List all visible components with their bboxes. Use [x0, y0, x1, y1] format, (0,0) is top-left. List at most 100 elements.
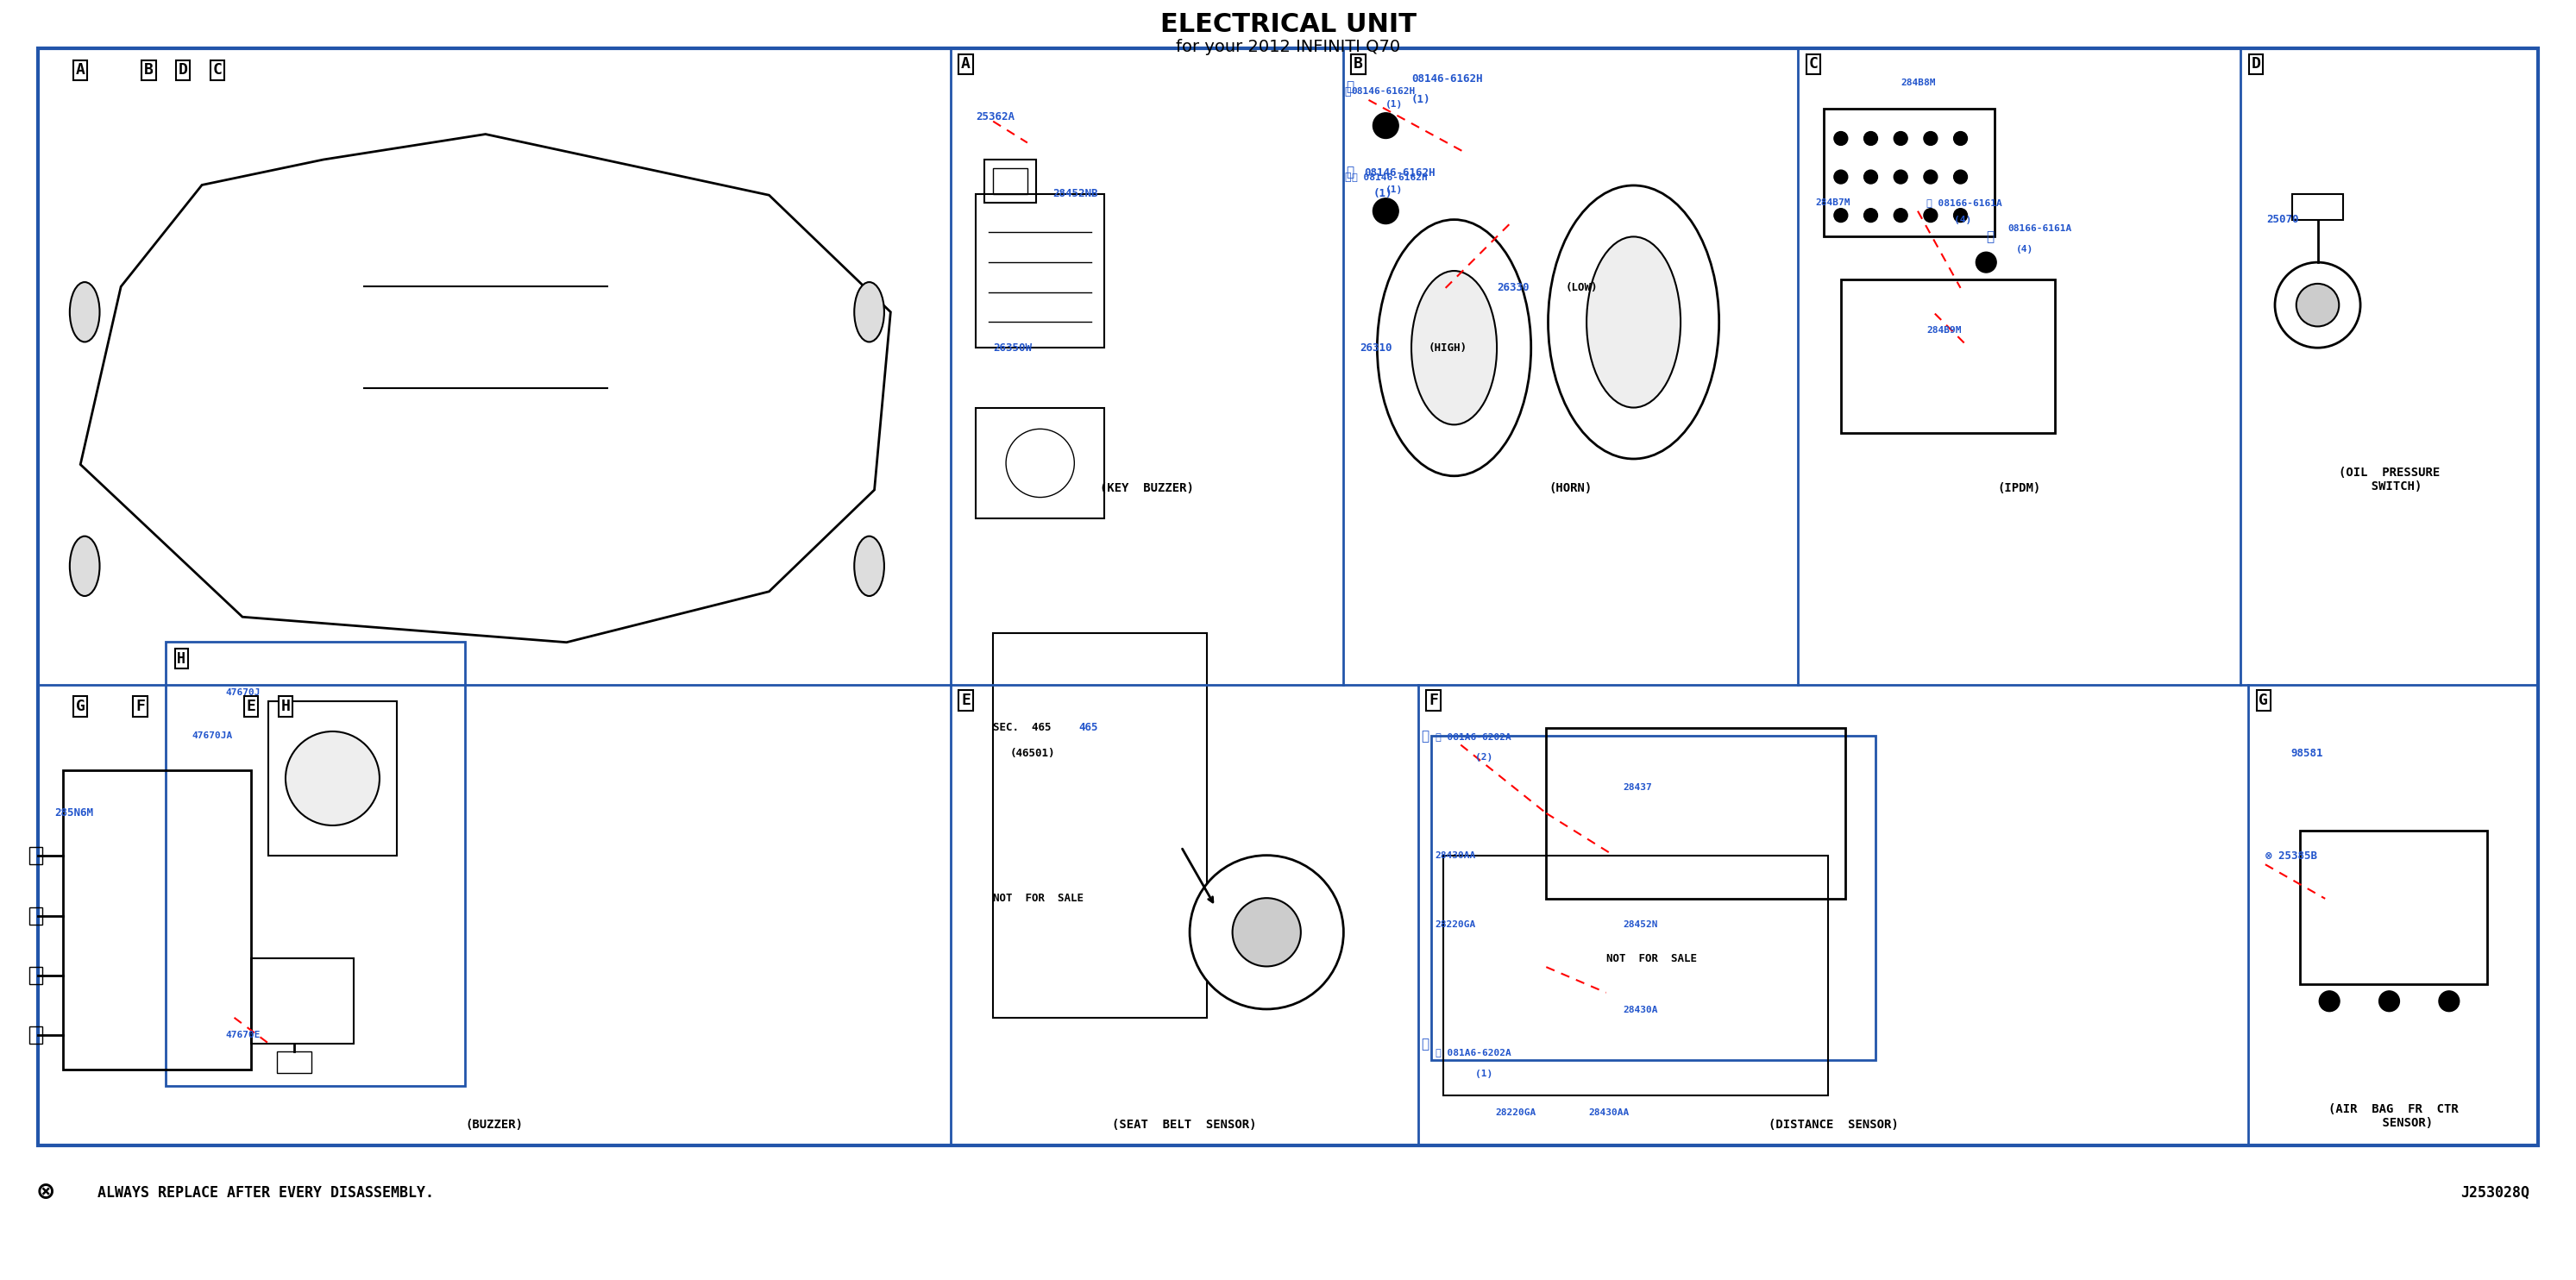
Text: Ⓑ: Ⓑ — [1986, 230, 1994, 243]
Text: 26310: 26310 — [1360, 342, 1394, 353]
Circle shape — [1865, 209, 1878, 223]
Text: Ⓑ: Ⓑ — [1345, 81, 1355, 93]
Text: Ⓑ 08146-6162H: Ⓑ 08146-6162H — [1352, 173, 1427, 182]
Circle shape — [1834, 132, 1847, 145]
Text: H: H — [178, 652, 185, 667]
Text: 28452N: 28452N — [1623, 920, 1659, 928]
Circle shape — [1231, 899, 1301, 966]
Text: for your 2012 INFINITI Q70: for your 2012 INFINITI Q70 — [1175, 38, 1401, 55]
Text: A: A — [75, 63, 85, 78]
Text: 28430AA: 28430AA — [1435, 851, 1476, 860]
Text: A: A — [961, 56, 971, 72]
Text: E: E — [247, 699, 255, 714]
Text: SEC.  465: SEC. 465 — [994, 722, 1051, 733]
Circle shape — [1924, 132, 1937, 145]
Text: ELECTRICAL UNIT: ELECTRICAL UNIT — [1159, 13, 1417, 37]
Circle shape — [2318, 991, 2339, 1011]
Circle shape — [1976, 252, 1996, 273]
Text: (1): (1) — [1386, 186, 1404, 195]
Ellipse shape — [855, 536, 884, 596]
Text: 28452NB: 28452NB — [1054, 188, 1097, 200]
Polygon shape — [80, 134, 891, 643]
Circle shape — [1953, 170, 1968, 184]
Text: (1): (1) — [1453, 1070, 1494, 1078]
Text: Ⓑ 081A6-6202A: Ⓑ 081A6-6202A — [1435, 1048, 1512, 1057]
Ellipse shape — [70, 536, 100, 596]
Text: ⊗ 25385B: ⊗ 25385B — [2264, 850, 2316, 861]
Text: (DISTANCE  SENSOR): (DISTANCE SENSOR) — [1767, 1119, 1899, 1130]
Circle shape — [1924, 170, 1937, 184]
Circle shape — [1893, 132, 1906, 145]
Text: D: D — [2251, 56, 2262, 72]
Text: 28220GA: 28220GA — [1435, 920, 1476, 928]
Circle shape — [2439, 991, 2460, 1011]
Circle shape — [1373, 113, 1399, 138]
Text: 08166-6161A: 08166-6161A — [2007, 224, 2071, 233]
Text: G: G — [2259, 692, 2269, 708]
Circle shape — [286, 731, 379, 826]
Text: 25362A: 25362A — [976, 111, 1015, 123]
Text: 08146-6162H: 08146-6162H — [1412, 73, 1484, 84]
Text: Ⓑ: Ⓑ — [1345, 172, 1350, 183]
Text: 25070: 25070 — [2267, 214, 2298, 225]
Text: (SEAT  BELT  SENSOR): (SEAT BELT SENSOR) — [1113, 1119, 1257, 1130]
Text: (46501): (46501) — [1010, 748, 1056, 759]
Text: (HORN): (HORN) — [1548, 483, 1592, 494]
Text: 28430A: 28430A — [1623, 1005, 1659, 1014]
Text: D: D — [178, 63, 188, 78]
Text: Ⓑ: Ⓑ — [1422, 730, 1430, 742]
Text: (AIR  BAG  FR  CTR
    SENSOR): (AIR BAG FR CTR SENSOR) — [2329, 1103, 2458, 1129]
Ellipse shape — [1007, 429, 1074, 498]
Circle shape — [2275, 262, 2360, 348]
Ellipse shape — [1548, 186, 1718, 458]
Text: 08146-6162H: 08146-6162H — [1352, 87, 1417, 96]
Text: 28437: 28437 — [1623, 783, 1651, 792]
Text: C: C — [1808, 56, 1819, 72]
Text: (IPDM): (IPDM) — [1999, 483, 2040, 494]
Text: 465: 465 — [1079, 722, 1097, 733]
Circle shape — [1893, 170, 1906, 184]
Circle shape — [2380, 991, 2398, 1011]
Ellipse shape — [1587, 237, 1680, 407]
Text: 28220GA: 28220GA — [1494, 1108, 1535, 1116]
Text: (OIL  PRESSURE
  SWITCH): (OIL PRESSURE SWITCH) — [2339, 467, 2439, 493]
Circle shape — [1373, 198, 1399, 224]
Text: (HIGH): (HIGH) — [1430, 342, 1468, 353]
Text: Ⓑ 081A6-6202A: Ⓑ 081A6-6202A — [1435, 732, 1512, 741]
Text: G: G — [75, 699, 85, 714]
Text: (4): (4) — [1929, 215, 1971, 224]
Text: E: E — [961, 692, 971, 708]
Text: Ⓑ: Ⓑ — [1422, 1038, 1430, 1051]
Text: 284B9M: 284B9M — [1927, 326, 1960, 335]
Text: 47670JA: 47670JA — [191, 731, 232, 740]
Text: (KEY  BUZZER): (KEY BUZZER) — [1100, 483, 1193, 494]
Text: NOT  FOR  SALE: NOT FOR SALE — [994, 893, 1084, 904]
Ellipse shape — [855, 282, 884, 342]
Circle shape — [1190, 855, 1345, 1009]
Text: (1): (1) — [1412, 95, 1430, 105]
Text: B: B — [1355, 56, 1363, 72]
Ellipse shape — [1378, 220, 1530, 476]
Text: 08146-6162H: 08146-6162H — [1365, 166, 1435, 178]
Text: 28430AA: 28430AA — [1589, 1108, 1631, 1116]
Circle shape — [1953, 132, 1968, 145]
Text: 285N6M: 285N6M — [54, 808, 93, 819]
Text: (4): (4) — [2017, 246, 2032, 253]
Text: ALWAYS REPLACE AFTER EVERY DISASSEMBLY.: ALWAYS REPLACE AFTER EVERY DISASSEMBLY. — [90, 1185, 433, 1201]
Text: 284B8M: 284B8M — [1901, 78, 1935, 87]
Text: 47670E: 47670E — [227, 1030, 260, 1039]
Text: 98581: 98581 — [2290, 748, 2324, 759]
Text: Ⓑ 08166-6161A: Ⓑ 08166-6161A — [1927, 198, 2002, 207]
Text: (2): (2) — [1453, 754, 1494, 762]
Circle shape — [1834, 170, 1847, 184]
Text: ⊗: ⊗ — [39, 1180, 54, 1206]
Text: 26330: 26330 — [1497, 283, 1530, 293]
Circle shape — [1865, 132, 1878, 145]
Text: NOT  FOR  SALE: NOT FOR SALE — [1605, 952, 1698, 964]
Circle shape — [1953, 209, 1968, 223]
Text: 47670J: 47670J — [227, 689, 260, 698]
Text: (1): (1) — [1373, 188, 1394, 200]
Text: C: C — [211, 63, 222, 78]
Ellipse shape — [1412, 271, 1497, 425]
Text: H: H — [281, 699, 291, 714]
